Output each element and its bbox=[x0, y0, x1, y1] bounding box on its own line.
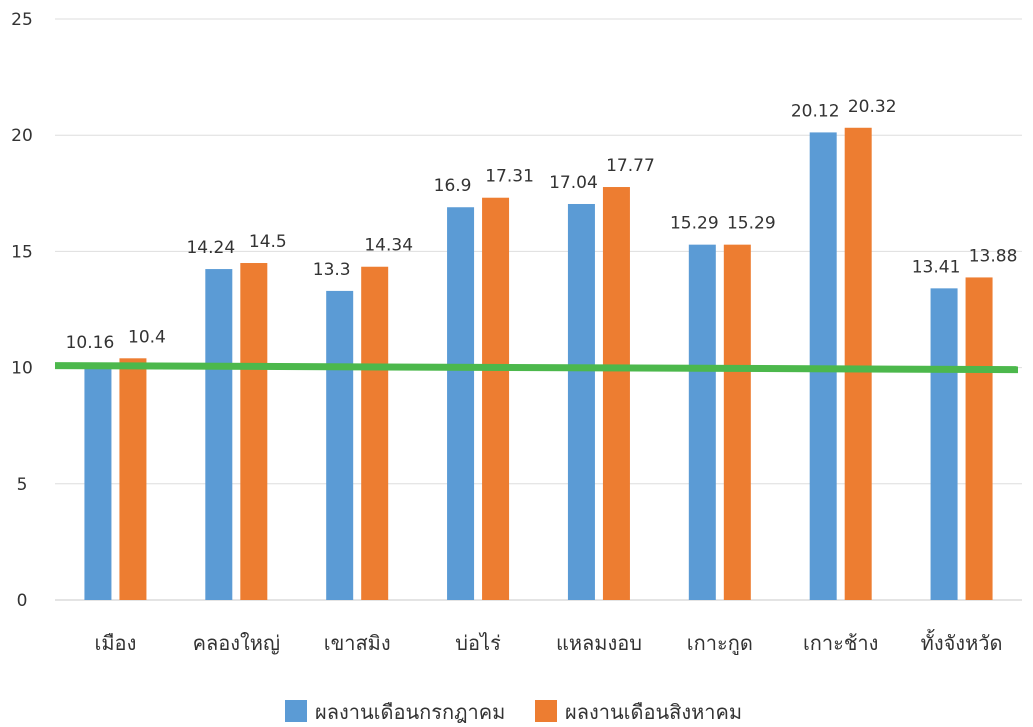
data-label: 17.31 bbox=[485, 167, 534, 187]
x-tick-label: เกาะกูด bbox=[687, 631, 753, 656]
data-label: 14.24 bbox=[186, 238, 235, 258]
bar bbox=[119, 358, 147, 600]
bar bbox=[326, 290, 354, 600]
bars bbox=[84, 127, 993, 601]
legend-swatch bbox=[535, 700, 557, 722]
data-label: 13.3 bbox=[313, 260, 351, 280]
data-label: 15.29 bbox=[670, 214, 719, 234]
data-label: 17.04 bbox=[549, 173, 598, 193]
bar bbox=[602, 187, 630, 600]
data-label: 14.34 bbox=[364, 236, 413, 256]
y-tick-label: 20 bbox=[11, 126, 33, 146]
legend-label: ผลงานเดือนกรกฎาคม bbox=[315, 700, 505, 724]
y-tick-label: 25 bbox=[11, 10, 33, 30]
data-label: 17.77 bbox=[606, 156, 655, 176]
y-tick-label: 15 bbox=[11, 242, 33, 262]
legend-swatch bbox=[285, 700, 307, 722]
x-tick-label: ทั้งจังหวัด bbox=[921, 629, 1003, 655]
x-tick-label: คลองใหญ่ bbox=[193, 631, 280, 655]
data-label: 10.16 bbox=[66, 333, 115, 353]
x-tick-label: เขาสมิง bbox=[324, 631, 391, 655]
data-label: 13.88 bbox=[969, 246, 1018, 266]
bar bbox=[965, 277, 993, 600]
data-label: 20.32 bbox=[848, 97, 897, 117]
bar bbox=[844, 127, 872, 601]
bar bbox=[84, 363, 112, 600]
x-tick-label: บ่อไร่ bbox=[455, 631, 501, 655]
reference-line-10 bbox=[54, 362, 1019, 374]
bar bbox=[361, 266, 389, 600]
y-tick-label: 5 bbox=[17, 475, 28, 495]
bar bbox=[205, 269, 233, 600]
data-label: 14.5 bbox=[249, 232, 287, 252]
bar bbox=[240, 263, 268, 600]
data-label: 15.29 bbox=[727, 214, 776, 234]
data-label: 10.4 bbox=[128, 327, 166, 347]
y-tick-label: 0 bbox=[17, 591, 28, 611]
y-axis: 0 5 10 15 20 25 bbox=[11, 10, 33, 611]
bar bbox=[688, 244, 716, 600]
bar bbox=[930, 288, 958, 600]
reference-line bbox=[54, 362, 1019, 374]
y-tick-label: 10 bbox=[11, 359, 33, 379]
legend: ผลงานเดือนกรกฎาคม ผลงานเดือนสิงหาคม bbox=[285, 700, 742, 724]
bar bbox=[723, 244, 751, 600]
legend-label: ผลงานเดือนสิงหาคม bbox=[565, 700, 742, 724]
bar bbox=[482, 197, 510, 600]
data-label: 13.41 bbox=[912, 257, 961, 277]
bar bbox=[447, 207, 475, 600]
bar bbox=[567, 203, 595, 600]
data-label: 16.9 bbox=[434, 176, 472, 196]
x-axis: เมือง คลองใหญ่ เขาสมิง บ่อไร่ แหลมงอบ เกาะกูด… bbox=[95, 629, 1003, 656]
data-labels: 10.16 10.4 14.24 14.5 13.3 14.34 16.9 17.31 17.0… bbox=[66, 97, 1018, 353]
x-tick-label: เมือง bbox=[95, 631, 137, 655]
x-tick-label: แหลมงอบ bbox=[556, 631, 642, 655]
data-label: 20.12 bbox=[791, 101, 840, 121]
x-tick-label: เกาะช้าง bbox=[803, 631, 879, 655]
